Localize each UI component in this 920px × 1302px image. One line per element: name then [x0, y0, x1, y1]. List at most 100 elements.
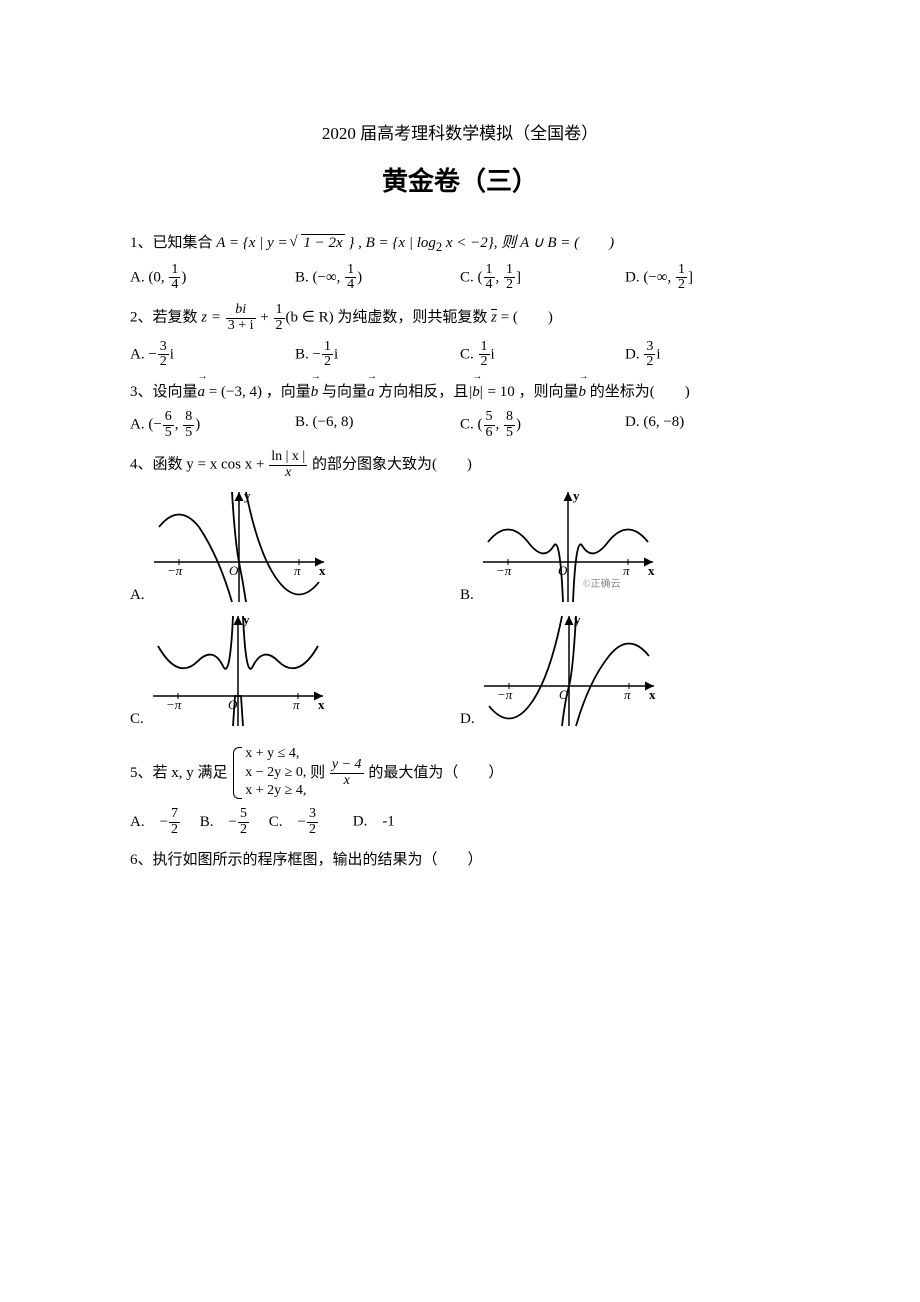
vector-b-icon: b	[578, 380, 586, 404]
frac-n: 5	[238, 807, 249, 823]
q1b-pre: B. (−∞,	[295, 269, 344, 285]
q2b-pre: B. −	[295, 346, 321, 362]
q2a-post: i	[170, 346, 174, 362]
q1c-pre: C. (	[460, 269, 483, 285]
q2d-post: i	[656, 346, 660, 362]
q5-stem: 5、若 x, y 满足 x + y ≤ 4, x − 2y ≥ 0, x + 2…	[130, 745, 790, 802]
frac-d: 4	[484, 278, 495, 293]
frac-n: 7	[169, 807, 180, 823]
q2-option-c: C. 12i	[460, 340, 625, 370]
frac-d: 4	[169, 278, 180, 293]
question-4: 4、函数 y = x cos x + ln | x |x 的部分图象大致为( )…	[130, 450, 790, 734]
vector-b-icon: b	[472, 380, 480, 404]
q1d-pre: D. (−∞,	[625, 269, 675, 285]
piecewise-icon: x + y ≤ 4, x − 2y ≥ 0, x + 2y ≥ 4,	[231, 745, 306, 802]
q5-num: 5、	[130, 764, 153, 780]
tick-pi: π	[624, 687, 631, 702]
q3-stem: 3、设向量a = (−3, 4) ，向量b 与向量a 方向相反，且b = 10 …	[130, 380, 790, 404]
frac-n: 1	[169, 263, 180, 279]
q5-option-c: C. −32	[254, 814, 319, 830]
tick-pi: π	[294, 563, 301, 578]
q3-mid2: 方向相反，且	[374, 384, 468, 400]
q3-option-d: D. (6, −8)	[625, 410, 790, 440]
q2-z: z =	[201, 310, 224, 326]
q4-label-d: D.	[460, 707, 475, 731]
graph-d-svg: y x O −π π	[479, 611, 659, 731]
question-5: 5、若 x, y 满足 x + y ≤ 4, x − 2y ≥ 0, x + 2…	[130, 745, 790, 838]
q2-option-b: B. −12i	[295, 340, 460, 370]
q1-setA: A = {x | y =	[216, 235, 291, 251]
origin-label: O	[228, 697, 238, 712]
frac-n: 1	[676, 263, 687, 279]
frac-n: 6	[163, 410, 174, 426]
frac-d: 6	[484, 426, 495, 441]
q2-num: 2、	[130, 310, 153, 326]
q2a-pre: A. −	[130, 346, 157, 362]
q3-option-c: C. (56, 85)	[460, 410, 625, 440]
axis-x-label: x	[649, 687, 656, 702]
q2-options: A. −32i B. −12i C. 12i D. 32i	[130, 340, 790, 370]
q4-label-c: C.	[130, 707, 144, 731]
q5-option-d: D. -1	[323, 814, 395, 830]
q5-pre: 若 x, y 满足	[153, 764, 228, 780]
frac-d: x	[330, 774, 364, 789]
tick-mpi: −π	[167, 563, 183, 578]
question-3: 3、设向量a = (−3, 4) ，向量b 与向量a 方向相反，且b = 10 …	[130, 380, 790, 440]
q1c-mid: ,	[496, 269, 504, 285]
frac-d: 5	[163, 426, 174, 441]
origin-label: O	[558, 563, 568, 578]
frac-n: 1	[479, 340, 490, 356]
q5-mid: 则	[310, 764, 329, 780]
frac-n: 1	[504, 263, 515, 279]
constraint-1: x + y ≤ 4,	[245, 745, 306, 764]
q3-pre: 设向量	[153, 384, 198, 400]
frac-d: 2	[238, 823, 249, 838]
q2-option-a: A. −32i	[130, 340, 295, 370]
q1-options: A. (0, 14) B. (−∞, 14) C. (14, 12] D. (−…	[130, 263, 790, 293]
frac-n: 1	[322, 340, 333, 356]
graph-b-svg: y x O −π π ©正确云	[478, 487, 658, 607]
q3-mid1: 与向量	[318, 384, 367, 400]
frac-d: 5	[504, 426, 515, 441]
frac-n: 1	[274, 303, 285, 319]
q3-aeq: = (−3, 4) ，向量	[205, 384, 311, 400]
frac-d: 2	[676, 278, 687, 293]
watermark-text: ©正确云	[583, 577, 621, 590]
q4-graph-d: D. y x O −π π	[460, 611, 790, 731]
q1-option-b: B. (−∞, 14)	[295, 263, 460, 293]
q4-graph-a: A. y x O −π π	[130, 487, 460, 607]
origin-label: O	[229, 563, 239, 578]
q4-label-b: B.	[460, 583, 474, 607]
frac-d: 5	[183, 426, 194, 441]
frac-n: 8	[183, 410, 194, 426]
frac-n: y − 4	[330, 758, 364, 774]
q3-post: 的坐标为( )	[586, 384, 690, 400]
vector-a-icon: a	[198, 380, 206, 404]
q1a-pre: A. (0,	[130, 269, 168, 285]
question-1: 1、已知集合 A = {x | y = 1 − 2x } , B = {x | …	[130, 231, 790, 293]
q3-options: A. (−65, 85) B. (−6, 8) C. (56, 85) D. (…	[130, 410, 790, 440]
exam-subtitle: 黄金卷（三）	[130, 161, 790, 203]
q5-post: 的最大值为（ ）	[365, 764, 504, 780]
q4-graphs: A. y x O −π π B. y x O	[130, 487, 790, 735]
q1-text3: x < −2}, 则 A ∪ B = ( )	[442, 235, 614, 251]
q4-graph-c: C. y x O −π π	[130, 611, 460, 731]
q1-num: 1、	[130, 235, 153, 251]
frac-n: 3	[158, 340, 169, 356]
q2b-post: i	[334, 346, 338, 362]
q4-post: 的部分图象大致为( )	[308, 457, 472, 473]
frac-d: 2	[479, 355, 490, 370]
exam-title: 2020 届高考理科数学模拟（全国卷）	[130, 120, 790, 147]
q2d-pre: D.	[625, 346, 643, 362]
q2c-post: i	[491, 346, 495, 362]
question-6: 6、执行如图所示的程序框图，输出的结果为（ ）	[130, 848, 790, 872]
q4-graph-b: B. y x O −π π ©正确云	[460, 487, 790, 607]
q5b-pre: B. −	[185, 814, 237, 830]
q1b-post: )	[357, 269, 362, 285]
question-2: 2、若复数 z = bi3 + i + 12(b ∈ R) 为纯虚数，则共轭复数…	[130, 303, 790, 370]
frac-d: 4	[345, 278, 356, 293]
frac-n: ln | x |	[269, 450, 307, 466]
q3a-mid: ,	[175, 417, 183, 433]
q3c-pre: C. (	[460, 417, 483, 433]
vector-b-icon: b	[311, 380, 319, 404]
